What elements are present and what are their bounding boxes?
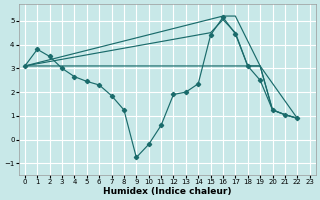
X-axis label: Humidex (Indice chaleur): Humidex (Indice chaleur)	[103, 187, 232, 196]
